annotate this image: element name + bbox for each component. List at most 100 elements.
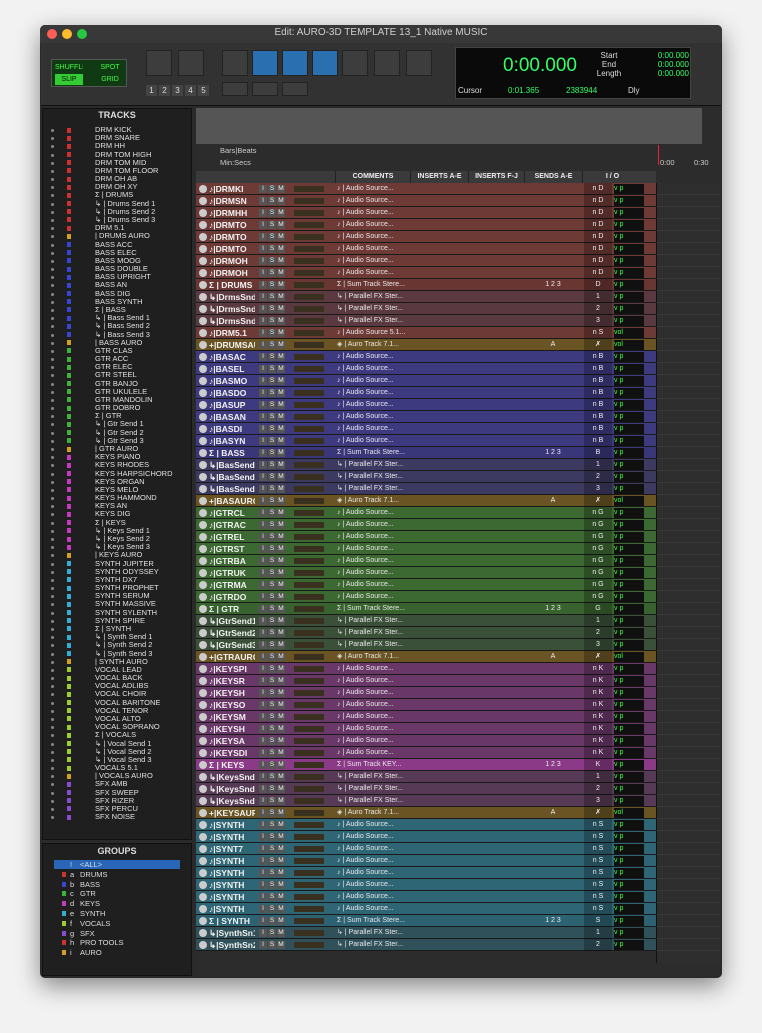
track-list-item[interactable]: VOCAL ALTO — [95, 713, 141, 723]
track-button[interactable]: S — [268, 809, 276, 817]
track-button[interactable]: I — [259, 533, 267, 541]
track-name[interactable]: ♪|BASMO — [209, 376, 248, 386]
track-button[interactable]: M — [277, 917, 285, 925]
track-toggle[interactable] — [199, 281, 207, 289]
track-toggle[interactable] — [199, 533, 207, 541]
track-button[interactable]: M — [277, 833, 285, 841]
track-button[interactable]: I — [259, 821, 267, 829]
track-button[interactable]: M — [277, 641, 285, 649]
track-button[interactable]: I — [259, 353, 267, 361]
track-button[interactable]: I — [259, 365, 267, 373]
track-name[interactable]: ♪|DRM5.1 — [209, 328, 247, 338]
track-button[interactable]: S — [268, 749, 276, 757]
track-button[interactable]: M — [277, 245, 285, 253]
group-name[interactable]: <ALL> — [80, 860, 103, 869]
track-name[interactable]: +|KEYSAUR — [209, 808, 255, 818]
track-toggle[interactable] — [199, 497, 207, 505]
track-button[interactable]: I — [259, 209, 267, 217]
track-toggle[interactable] — [199, 329, 207, 337]
track-name[interactable]: ↳|KeysSnd3 — [209, 796, 255, 806]
track-button[interactable]: S — [268, 569, 276, 577]
track-button[interactable]: M — [277, 773, 285, 781]
track-button[interactable]: S — [268, 305, 276, 313]
track-button[interactable]: S — [268, 437, 276, 445]
track-list-item[interactable]: BASS AN — [95, 280, 128, 290]
track-button[interactable]: S — [268, 197, 276, 205]
track-toggle[interactable] — [199, 389, 207, 397]
track-list-item[interactable]: VOCAL BACK — [95, 673, 143, 683]
track-name[interactable]: ♪|KEYSR — [209, 676, 245, 686]
tool-button[interactable] — [222, 50, 248, 76]
track-button[interactable]: I — [259, 449, 267, 457]
track-toggle[interactable] — [199, 221, 207, 229]
zoom-preset[interactable]: 2 — [159, 85, 170, 96]
track-toggle[interactable] — [199, 197, 207, 205]
track-list-item[interactable]: VOCAL LEAD — [95, 664, 142, 674]
track-button[interactable]: S — [268, 509, 276, 517]
track-button[interactable]: M — [277, 749, 285, 757]
track-button[interactable]: M — [277, 305, 285, 313]
track-toggle[interactable] — [199, 917, 207, 925]
track-toggle[interactable] — [199, 617, 207, 625]
tool-button[interactable] — [252, 50, 278, 76]
track-name[interactable]: ♪|SYNTH — [209, 868, 245, 878]
track-toggle[interactable] — [199, 401, 207, 409]
track-toggle[interactable] — [199, 677, 207, 685]
track-name[interactable]: ♪|GTREL — [209, 532, 245, 542]
track-button[interactable]: I — [259, 653, 267, 661]
track-button[interactable]: I — [259, 605, 267, 613]
track-toggle[interactable] — [199, 737, 207, 745]
track-name[interactable]: +|DRUMSAU — [209, 340, 255, 350]
group-name[interactable]: VOCALS — [80, 918, 111, 928]
track-list-item[interactable]: KEYS DIG — [95, 509, 131, 519]
track-toggle[interactable] — [199, 653, 207, 661]
track-button[interactable]: I — [259, 581, 267, 589]
track-button[interactable]: S — [268, 713, 276, 721]
track-button[interactable]: I — [259, 425, 267, 433]
track-button[interactable]: M — [277, 185, 285, 193]
track-button[interactable]: M — [277, 929, 285, 937]
track-name[interactable]: ♪|DRMSN — [209, 196, 247, 206]
track-button[interactable]: M — [277, 257, 285, 265]
track-toggle[interactable] — [199, 269, 207, 277]
track-button[interactable]: M — [277, 941, 285, 949]
track-button[interactable]: S — [268, 557, 276, 565]
track-button[interactable]: M — [277, 605, 285, 613]
track-list-item[interactable]: | GTR AURO — [95, 444, 139, 454]
track-button[interactable]: M — [277, 197, 285, 205]
track-list-item[interactable]: Σ | DRUMS — [95, 190, 134, 200]
track-button[interactable]: I — [259, 881, 267, 889]
track-toggle[interactable] — [199, 713, 207, 721]
track-list-item[interactable]: | KEYS AURO — [95, 550, 143, 560]
track-button[interactable]: M — [277, 401, 285, 409]
track-button[interactable]: M — [277, 221, 285, 229]
track-button[interactable]: I — [259, 785, 267, 793]
zoom-preset[interactable]: 1 — [146, 85, 157, 96]
track-toggle[interactable] — [199, 377, 207, 385]
track-list-item[interactable]: ↳ | Keys Send 2 — [95, 534, 150, 543]
track-name[interactable]: ↳|BasSend3 — [209, 484, 255, 494]
track-list-item[interactable]: BASS DOUBLE — [95, 264, 148, 274]
track-toggle[interactable] — [199, 569, 207, 577]
track-list-item[interactable]: SYNTH SPIRE — [95, 615, 146, 625]
track-list-item[interactable]: GTR BANJO — [95, 378, 138, 388]
track-list-item[interactable]: DRM OH XY — [95, 182, 138, 192]
track-button[interactable]: S — [268, 401, 276, 409]
track-button[interactable]: S — [268, 725, 276, 733]
group-name[interactable]: SFX — [80, 928, 95, 938]
track-button[interactable]: I — [259, 497, 267, 505]
track-list-item[interactable]: Σ | GTR — [95, 411, 122, 421]
track-list-item[interactable]: SYNTH SERUM — [95, 591, 150, 601]
track-list-item[interactable]: SFX NOISE — [95, 812, 136, 822]
track-toggle[interactable] — [199, 473, 207, 481]
track-button[interactable]: I — [259, 557, 267, 565]
tool-button[interactable] — [146, 50, 172, 76]
tool-button[interactable] — [178, 50, 204, 76]
track-toggle[interactable] — [199, 701, 207, 709]
track-toggle[interactable] — [199, 293, 207, 301]
track-list-item[interactable]: SYNTH MASSIVE — [95, 599, 156, 609]
track-toggle[interactable] — [199, 209, 207, 217]
track-list-item[interactable]: GTR ELEC — [95, 362, 133, 372]
track-button[interactable]: S — [268, 221, 276, 229]
track-button[interactable]: S — [268, 497, 276, 505]
